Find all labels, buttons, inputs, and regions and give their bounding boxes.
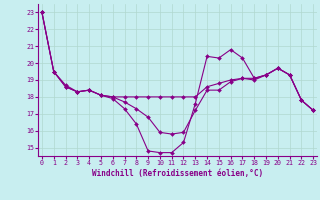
X-axis label: Windchill (Refroidissement éolien,°C): Windchill (Refroidissement éolien,°C): [92, 169, 263, 178]
